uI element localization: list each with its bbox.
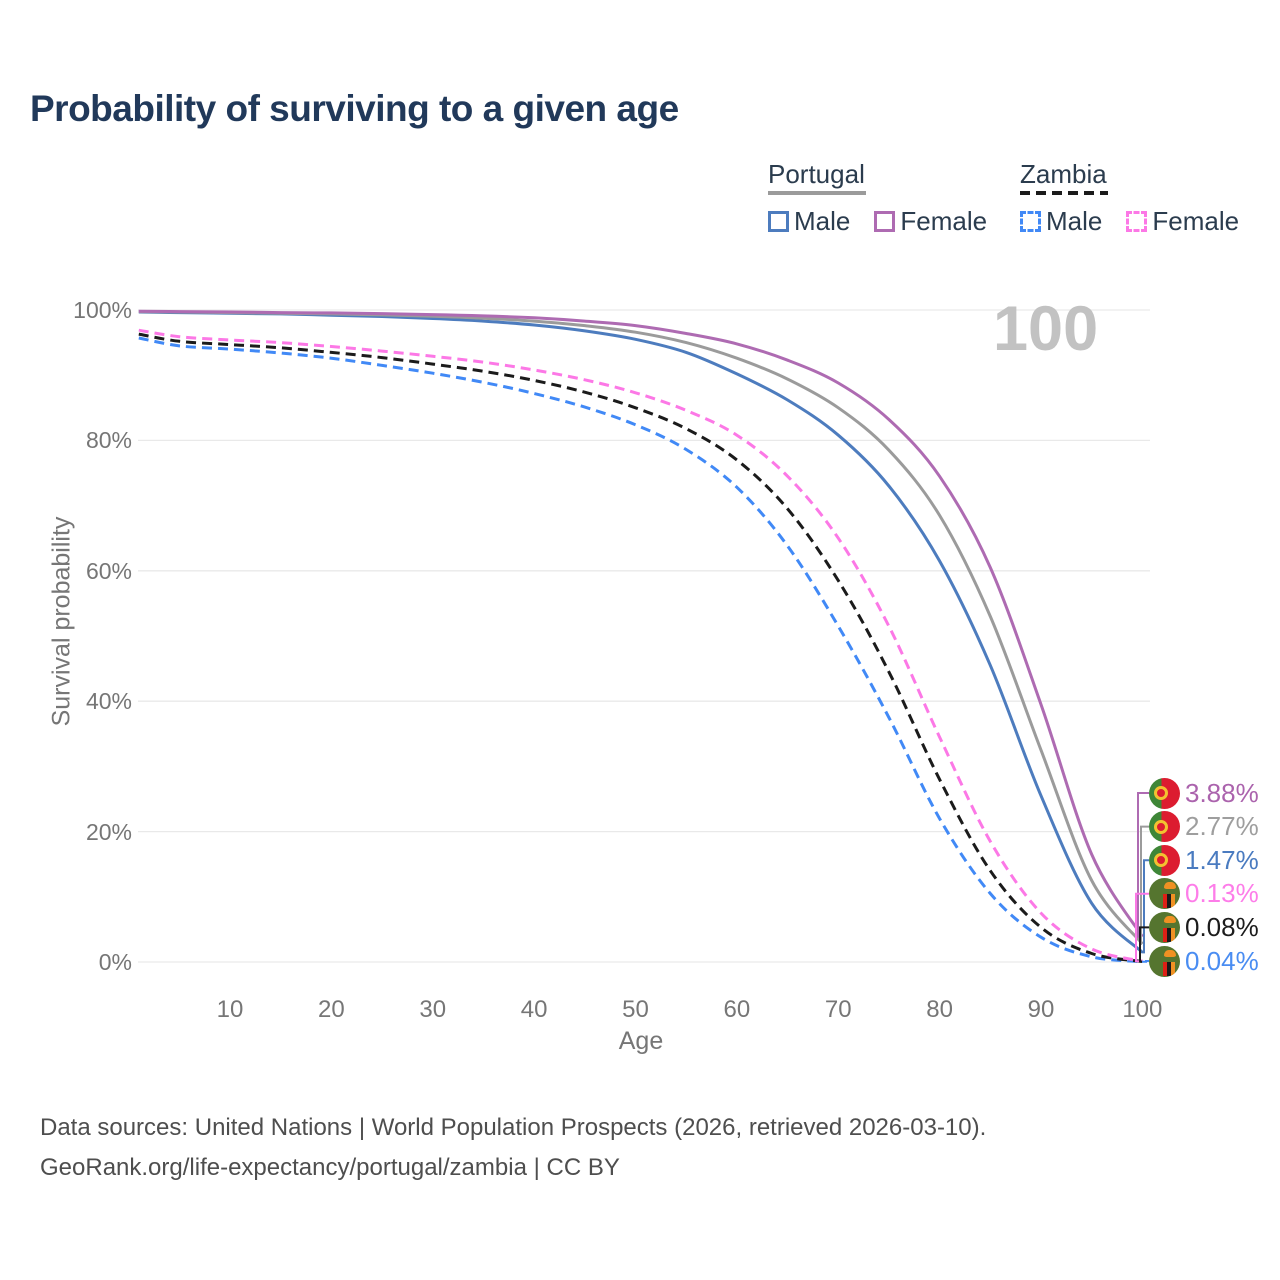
end-label-row-zambia: 0.08% (1149, 911, 1259, 943)
footer-line-2: GeoRank.org/life-expectancy/portugal/zam… (40, 1154, 620, 1181)
x-tick-50: 50 (622, 996, 649, 1023)
legend-item-label: Female (1152, 206, 1240, 236)
curve-portugal-female[interactable] (138, 309, 1144, 938)
x-tick-100: 100 (1122, 996, 1163, 1023)
legend-swatch-icon (874, 211, 896, 232)
x-tick-10: 10 (216, 996, 244, 1023)
x-tick-60: 60 (723, 996, 751, 1023)
end-label-connector (1139, 926, 1149, 963)
legend-country-line-swatch (768, 191, 866, 195)
legend-item-label: Female (900, 206, 988, 236)
x-tick-40: 40 (520, 996, 548, 1023)
end-label-connector (1142, 859, 1149, 954)
end-label-connector (1140, 825, 1149, 945)
legend-country-line-swatch (1020, 191, 1108, 195)
legend-item-zambia-female[interactable]: Female (1126, 206, 1239, 237)
legend-item-portugal-male[interactable]: Male (768, 206, 850, 237)
portugal-emblem (1154, 819, 1169, 834)
legend-swatch-icon (1020, 211, 1041, 232)
y-tick-20%: 20% (85, 818, 132, 845)
portugal-flag-icon (1149, 777, 1180, 809)
curve-portugal-male[interactable] (138, 310, 1144, 954)
legend-item-zambia-male[interactable]: Male (1020, 206, 1102, 237)
y-tick-100%: 100% (73, 297, 132, 323)
portugal-flag-icon (1149, 844, 1180, 876)
x-tick-70: 70 (824, 996, 852, 1023)
legend-country-portugal[interactable]: Portugal (768, 159, 865, 189)
zambia-stripes (1163, 927, 1175, 942)
y-tick-40%: 40% (85, 688, 132, 715)
portugal-emblem (1154, 786, 1169, 800)
y-axis-title: Survival probability (47, 516, 76, 727)
footer-line-1: Data sources: United Nations | World Pop… (40, 1114, 987, 1141)
zambia-eagle (1164, 949, 1176, 957)
end-label-row-portugal-male: 1.47% (1149, 844, 1259, 876)
end-label-row-zambia-female: 0.13% (1149, 878, 1259, 910)
legend-country-zambia[interactable]: Zambia (1020, 159, 1107, 189)
end-value-label: 0.13% (1185, 878, 1259, 909)
portugal-flag-icon (1149, 811, 1180, 843)
end-label-row-portugal-female: 3.88% (1149, 777, 1259, 809)
end-value-label: 0.08% (1185, 911, 1259, 942)
portugal-emblem (1154, 853, 1169, 868)
legend-group-zambia: Zambia Male Female (1020, 160, 1263, 237)
x-tick-90: 90 (1027, 996, 1055, 1023)
zambia-flag-icon (1149, 911, 1180, 943)
legend-item-label: Male (1046, 206, 1103, 236)
zambia-flag-icon (1149, 878, 1180, 910)
end-label-connector (1142, 960, 1149, 963)
curve-zambia-male[interactable] (138, 336, 1143, 964)
y-tick-60%: 60% (85, 557, 132, 584)
end-value-label: 0.04% (1185, 945, 1259, 976)
legend-swatch-icon (1126, 211, 1148, 232)
legend-group-portugal: Portugal Male Female (768, 160, 1011, 237)
legend-swatch-icon (768, 211, 789, 232)
curve-zambia-female[interactable] (138, 328, 1143, 963)
curve-zambia[interactable] (138, 332, 1143, 963)
legend-item-label: Male (794, 206, 851, 236)
y-tick-80%: 80% (85, 427, 132, 454)
end-label-row-zambia-male: 0.04% (1149, 945, 1259, 977)
data-source-note: Data sources: United Nations | World Pop… (40, 1108, 986, 1188)
x-axis-title: Age (618, 1027, 664, 1055)
zambia-stripes (1163, 894, 1175, 909)
end-value-label: 3.88% (1185, 777, 1259, 808)
highlighted-age-watermark: 100 (993, 294, 1099, 364)
legend-item-portugal-female[interactable]: Female (874, 206, 987, 237)
x-tick-30: 30 (419, 996, 447, 1023)
end-label-row-portugal: 2.77% (1149, 811, 1259, 843)
curve-portugal[interactable] (138, 310, 1144, 945)
end-value-label: 1.47% (1185, 844, 1259, 875)
zambia-flag-icon (1149, 945, 1180, 977)
x-tick-20: 20 (318, 996, 345, 1023)
end-value-label: 2.77% (1185, 811, 1259, 842)
page-title: Probability of surviving to a given age (30, 88, 679, 129)
zambia-eagle (1164, 882, 1176, 890)
zambia-eagle (1164, 915, 1176, 923)
x-tick-80: 80 (926, 996, 953, 1023)
zambia-stripes (1163, 961, 1175, 976)
y-tick-0%: 0% (98, 949, 132, 975)
